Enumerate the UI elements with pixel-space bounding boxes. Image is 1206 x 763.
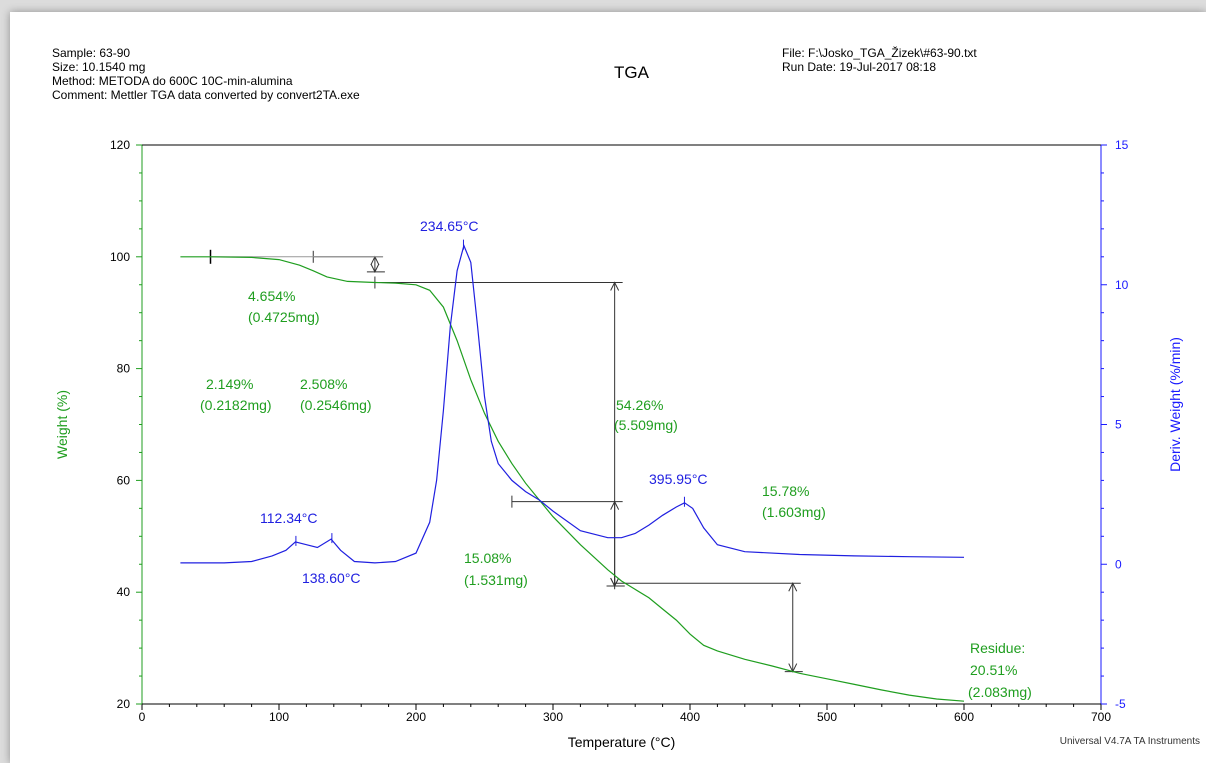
annotation-label: (5.509mg): [614, 417, 678, 433]
chart-title: TGA: [614, 63, 649, 82]
deriv-weight-line: [180, 243, 965, 564]
y-left-tick-label: 100: [110, 250, 130, 264]
step-arrow-head: [610, 281, 620, 291]
step-markers: [209, 239, 803, 673]
chart-paper: [10, 12, 1206, 763]
annotation-label: (0.2182mg): [200, 397, 272, 413]
y-right-axis-label: Deriv. Weight (%/min): [1167, 337, 1183, 472]
size-label: Size: 10.1540 mg: [52, 60, 146, 74]
file-info: File: F:\Josko_TGA_Žizek\#63-90.txt Run …: [782, 46, 977, 74]
y-left-axis-label: Weight (%): [54, 390, 70, 459]
annotation-label: 2.149%: [206, 376, 253, 392]
annotation-label: 234.65°C: [420, 218, 479, 234]
sample-info: Sample: 63-90 Size: 10.1540 mg Method: M…: [52, 46, 360, 102]
annotation-label: 4.654%: [248, 288, 295, 304]
axes: 0 100 200 300 400 500 600 700 20 40 60 80 100 120 -5 0 5…: [54, 138, 1183, 750]
annotation-label: 112.34°C: [260, 510, 318, 526]
annotation-label: 395.95°C: [649, 471, 708, 487]
weight-line: [180, 256, 965, 702]
annotation-label: Residue:: [970, 640, 1025, 656]
annotations: 4.654% (0.4725mg) 2.149% (0.2182mg) 2.508% (0…: [200, 218, 1032, 700]
annotation-label: 15.08%: [464, 550, 511, 566]
y-right-tick-label: 5: [1115, 418, 1122, 432]
y-left-tick-label: 120: [110, 138, 130, 152]
annotation-label: 2.508%: [300, 376, 347, 392]
annotation-label: (1.531mg): [464, 572, 528, 588]
y-right-tick-label: 10: [1115, 278, 1129, 292]
y-left-tick-label: 40: [117, 585, 131, 599]
x-tick-label: 200: [406, 710, 426, 724]
annotation-label: 54.26%: [616, 397, 663, 413]
annotation-label: 15.78%: [762, 483, 809, 499]
y-right-tick-label: -5: [1115, 697, 1126, 711]
software-credit: Universal V4.7A TA Instruments: [1059, 736, 1200, 747]
annotation-label: (0.4725mg): [248, 309, 320, 325]
y-right-tick-label: 15: [1115, 138, 1129, 152]
method-label: Method: METODA do 600C 10C-min-alumina: [52, 74, 293, 88]
x-tick-label: 600: [954, 710, 974, 724]
x-tick-label: 0: [139, 710, 146, 724]
comment-label: Comment: Mettler TGA data converted by c…: [52, 88, 360, 102]
annotation-label: (2.083mg): [968, 684, 1032, 700]
x-tick-label: 100: [269, 710, 289, 724]
step-arrow-head: [610, 500, 620, 510]
annotation-label: (1.603mg): [762, 504, 826, 520]
x-axis-label: Temperature (°C): [568, 734, 676, 750]
y-left-tick-label: 60: [117, 473, 131, 487]
step-arrow-head: [370, 263, 380, 274]
x-tick-label: 500: [817, 710, 837, 724]
y-left-tick-label: 80: [117, 362, 131, 376]
x-tick-label: 300: [543, 710, 563, 724]
step-arrow-head: [788, 582, 798, 592]
file-label: File: F:\Josko_TGA_Žizek\#63-90.txt: [782, 46, 977, 60]
annotation-label: 138.60°C: [302, 570, 361, 586]
annotation-label: 20.51%: [970, 662, 1017, 678]
run-date-label: Run Date: 19-Jul-2017 08:18: [782, 60, 937, 74]
sample-label: Sample: 63-90: [52, 46, 131, 60]
series: [180, 243, 965, 702]
annotation-label: (0.2546mg): [300, 397, 372, 413]
x-tick-label: 700: [1091, 710, 1111, 724]
x-tick-label: 400: [680, 710, 700, 724]
y-left-tick-label: 20: [117, 697, 131, 711]
y-right-tick-label: 0: [1115, 557, 1122, 571]
